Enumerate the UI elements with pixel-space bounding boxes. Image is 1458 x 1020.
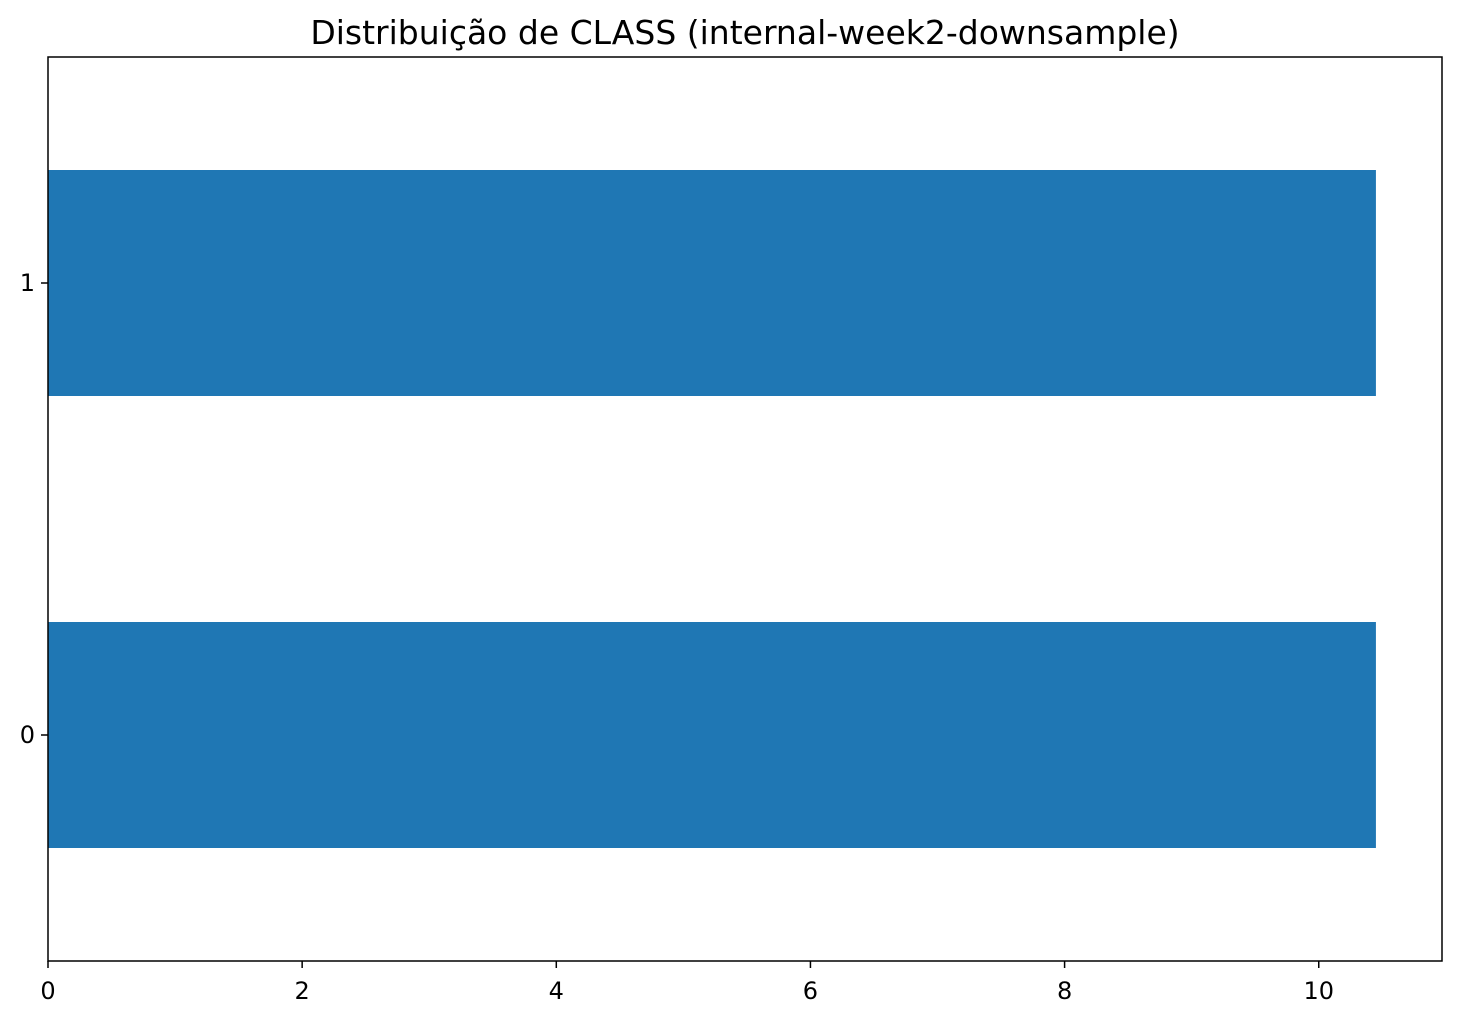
bars-layer — [48, 170, 1376, 848]
y-tick-label: 0 — [20, 721, 35, 749]
y-axis: 01 — [20, 269, 48, 749]
chart-title: Distribuição de CLASS (internal-week2-do… — [310, 13, 1179, 52]
x-tick-label: 2 — [295, 977, 310, 1005]
x-tick-label: 4 — [549, 977, 564, 1005]
x-tick-label: 6 — [803, 977, 818, 1005]
x-tick-label: 0 — [40, 977, 55, 1005]
y-tick-label: 1 — [20, 269, 35, 297]
plot-frame — [47, 56, 1443, 962]
x-tick-label: 8 — [1057, 977, 1072, 1005]
bar-1 — [48, 170, 1376, 396]
x-tick-label: 10 — [1303, 977, 1334, 1005]
x-axis: 0 2 4 6 8 10 — [40, 961, 1334, 1005]
bar-0 — [48, 622, 1376, 848]
